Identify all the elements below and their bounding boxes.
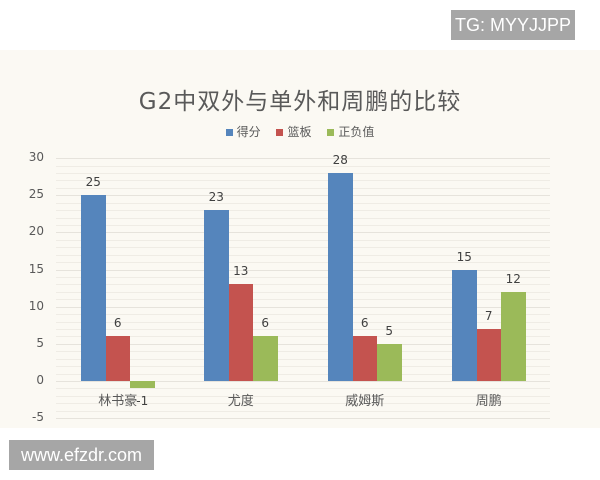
legend-item-plus-minus: 正负值 [327,123,374,140]
y-tick-label: 15 [28,262,44,276]
y-tick-label: 0 [36,373,44,387]
data-label: -1 [136,394,149,409]
y-tick-label: 25 [28,187,44,201]
legend-swatch-score [225,129,233,136]
minor-gridline [56,284,550,285]
legend-item-rebounds: 篮板 [276,123,312,140]
bar-score [452,269,477,381]
minor-gridline [56,262,550,263]
minor-gridline [56,247,550,248]
minor-gridline [56,255,550,256]
data-label: 6 [261,316,270,331]
minor-gridline [56,366,550,367]
y-tick-label: 10 [28,299,44,313]
minor-gridline [56,299,550,300]
minor-gridline [56,411,550,412]
watermark-tg: TG: MYYJJPP [451,10,575,40]
major-gridline [56,232,550,233]
minor-gridline [56,359,550,360]
chart-legend: 得分 篮板 正负值 [0,123,600,140]
minor-gridline [56,166,550,167]
major-gridline [56,381,550,382]
y-tick-label: 20 [28,224,44,238]
minor-gridline [56,210,550,211]
bar-rebounds [476,328,501,381]
data-label: 5 [385,323,394,338]
minor-gridline [56,388,550,389]
legend-label-rebounds: 篮板 [287,125,312,139]
data-label: 6 [360,316,369,331]
minor-gridline [56,277,550,278]
minor-gridline [56,225,550,226]
data-label: 28 [332,152,348,167]
y-tick-label: 30 [28,150,44,164]
data-label: 6 [113,316,122,331]
bar-rebounds [228,284,253,381]
y-tick-label: -5 [32,410,44,424]
data-label: 15 [456,249,472,264]
chart-title: G2中双外与单外和周鹏的比较 [138,89,462,115]
bar-rebounds [105,336,130,381]
legend-swatch-rebounds [276,129,284,136]
x-category-label: 周鹏 [475,394,502,409]
minor-gridline [56,403,550,404]
data-label: 25 [85,175,101,190]
major-gridline [56,418,550,419]
minor-gridline [56,292,550,293]
data-label: 13 [233,264,249,279]
bar-score [204,210,229,381]
x-category-label: 威姆斯 [345,394,385,409]
minor-gridline [56,329,550,330]
minor-gridline [56,336,550,337]
bar-plus-minus [253,336,278,381]
major-gridline [56,195,550,196]
minor-gridline [56,351,550,352]
bar-score [81,195,106,381]
minor-gridline [56,322,550,323]
data-label: 23 [208,190,224,205]
minor-gridline [56,173,550,174]
x-category-label: 尤度 [227,394,254,409]
minor-gridline [56,218,550,219]
bar-plus-minus [377,343,402,381]
bar-score [328,172,353,381]
x-category-label: 林书豪 [98,394,138,409]
minor-gridline [56,396,550,397]
minor-gridline [56,314,550,315]
major-gridline [56,270,550,271]
major-gridline [56,344,550,345]
major-gridline [56,158,550,159]
legend-label-score: 得分 [236,125,261,139]
bar-plus-minus [130,381,155,389]
legend-label-plus-minus: 正负值 [338,125,375,139]
bar-plus-minus [501,291,526,381]
minor-gridline [56,180,550,181]
data-label: 7 [484,308,493,323]
minor-gridline [56,240,550,241]
minor-gridline [56,188,550,189]
legend-swatch-plus-minus [327,129,335,136]
watermark-url: www.efzdr.com [9,440,154,470]
bar-rebounds [352,336,377,381]
legend-item-score: 得分 [225,123,261,140]
y-tick-label: 5 [36,336,44,350]
minor-gridline [56,374,550,375]
major-gridline [56,307,550,308]
data-label: 12 [505,271,521,286]
minor-gridline [56,203,550,204]
